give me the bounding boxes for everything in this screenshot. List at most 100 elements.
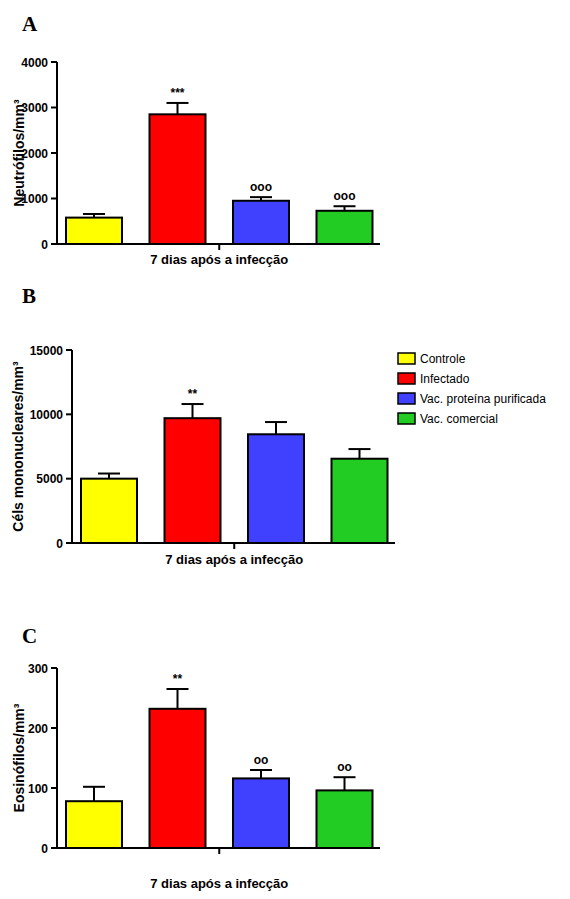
annotation: *** — [170, 86, 184, 100]
bar — [317, 211, 373, 244]
bar — [165, 418, 221, 543]
y-tick — [51, 61, 57, 63]
chart-panel: C ** oo oo 0 100 200 300 Eosinófilos/mm³ 7 dias a… — [11, 624, 380, 891]
bar — [233, 201, 289, 244]
error-bar-stem — [177, 689, 179, 709]
legend-swatch — [398, 393, 415, 404]
x-tick — [233, 543, 235, 549]
y-tick — [66, 542, 72, 544]
error-bar-cap — [167, 688, 189, 690]
bar — [317, 790, 373, 848]
y-tick-label: 200 — [28, 722, 48, 736]
plot-marks — [66, 689, 373, 848]
error-bar-cap — [250, 769, 272, 771]
error-bar-cap — [334, 776, 356, 778]
page: {"chart_data": [ {"type": "bar", "title"… — [0, 0, 570, 899]
error-bar-stem — [192, 404, 194, 418]
error-bar-stem — [93, 787, 95, 801]
y-tick-label: 0 — [56, 537, 63, 551]
plot-marks — [81, 404, 388, 543]
error-bar — [98, 474, 120, 479]
y-tick-label: 5000 — [36, 472, 63, 486]
y-tick-label: 0 — [41, 842, 48, 856]
y-tick — [51, 107, 57, 109]
legend-label: Infectado — [420, 372, 470, 386]
legend-label: Controle — [420, 352, 466, 366]
error-bar-cap — [182, 403, 204, 405]
error-bar-cap — [98, 473, 120, 475]
y-tick-label: 4000 — [21, 56, 48, 70]
error-bar — [349, 449, 371, 459]
bar — [66, 218, 122, 244]
error-bar-cap — [265, 421, 287, 423]
x-axis — [56, 243, 380, 245]
bar — [233, 778, 289, 848]
annotation: ** — [188, 387, 198, 401]
y-tick — [51, 198, 57, 200]
error-bar — [83, 214, 105, 218]
plot-marks — [66, 103, 373, 244]
error-bar-stem — [177, 103, 179, 114]
y-axis — [71, 350, 73, 543]
y-tick-label: 15000 — [30, 344, 64, 358]
y-tick — [51, 243, 57, 245]
y-axis-title: Neutrófilos/mm³ — [11, 99, 27, 207]
y-axis-title: Céls mononucleares/mm³ — [10, 361, 26, 532]
error-bar-cap — [349, 448, 371, 450]
error-bar — [83, 787, 105, 801]
y-tick-label: 0 — [41, 238, 48, 252]
error-bar — [250, 770, 272, 778]
error-bar-cap — [250, 196, 272, 198]
y-axis — [56, 668, 58, 848]
annotation: oo — [337, 760, 352, 774]
y-tick — [51, 787, 57, 789]
error-bar-cap — [334, 205, 356, 207]
annotation: ** — [173, 672, 183, 686]
bar — [150, 709, 206, 848]
y-tick — [51, 667, 57, 669]
bar — [81, 479, 137, 543]
panel-title: A — [22, 12, 38, 36]
error-bar-stem — [359, 449, 361, 459]
legend-swatch — [398, 413, 415, 424]
error-bar-stem — [344, 777, 346, 790]
y-tick — [51, 727, 57, 729]
x-axis — [56, 847, 380, 849]
error-bar — [334, 777, 356, 790]
legend: Controle Infectado Vac. proteína purificad… — [398, 352, 546, 426]
y-tick-label: 100 — [28, 782, 48, 796]
panel-title: C — [22, 624, 37, 648]
y-tick — [66, 478, 72, 480]
error-bar-stem — [275, 422, 277, 434]
figure: A***oooooo01000200030004000Neutrófilos/m… — [0, 0, 570, 899]
panel-title: B — [22, 284, 36, 308]
bar — [332, 459, 388, 543]
x-tick — [218, 848, 220, 854]
y-axis-title: Eosinófilos/mm³ — [11, 703, 27, 812]
y-tick — [51, 847, 57, 849]
annotation: oo — [254, 753, 269, 767]
legend-label: Vac. comercial — [420, 412, 498, 426]
y-tick — [66, 349, 72, 351]
chart-panel: B ** 0 5000 10000 15000 Céls mononucleares/mm³… — [10, 284, 546, 567]
error-bar — [250, 197, 272, 201]
x-axis — [71, 542, 395, 544]
error-bar-stem — [260, 770, 262, 778]
bar — [150, 114, 206, 244]
y-tick-label: 300 — [28, 662, 48, 676]
legend-swatch — [398, 353, 415, 364]
error-bar — [265, 422, 287, 434]
x-tick-label: 7 dias após a infecção — [150, 252, 288, 267]
y-tick — [66, 413, 72, 415]
annotation: ooo — [334, 189, 356, 203]
error-bar-cap — [83, 213, 105, 215]
x-tick-label: 7 dias após a infecção — [150, 876, 288, 891]
bar — [248, 434, 304, 543]
annotation: ooo — [250, 180, 272, 194]
legend-label: Vac. proteína purificada — [420, 392, 546, 406]
y-tick-label: 10000 — [30, 408, 64, 422]
bar — [66, 801, 122, 848]
error-bar — [182, 404, 204, 418]
error-bar — [167, 103, 189, 114]
legend-swatch — [398, 373, 415, 384]
